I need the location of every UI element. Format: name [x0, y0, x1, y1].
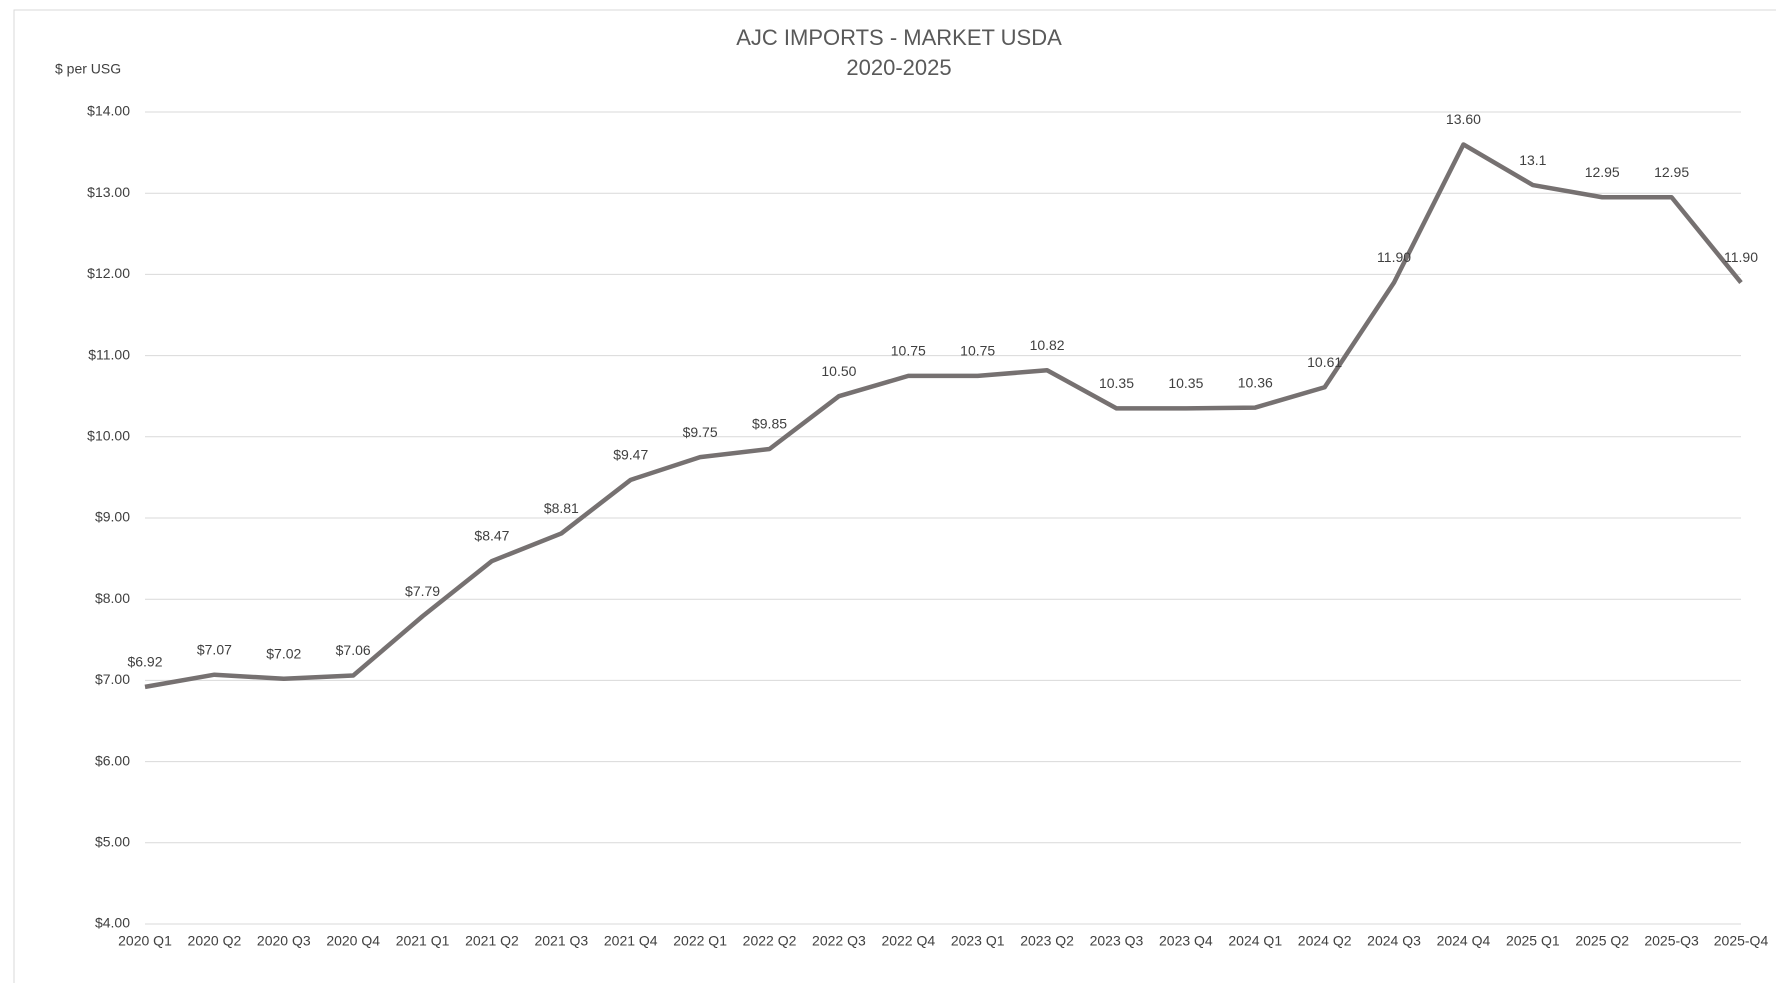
x-tick-label: 2022 Q1 [673, 933, 727, 949]
x-tick-label: 2025 Q1 [1506, 933, 1560, 949]
x-tick-label: 2025 Q2 [1575, 933, 1629, 949]
x-tick-label: 2023 Q1 [951, 933, 1005, 949]
data-label: $6.92 [127, 654, 162, 670]
x-tick-label: 2024 Q2 [1298, 933, 1352, 949]
x-tick-label: 2025-Q3 [1644, 933, 1699, 949]
x-tick-label: 2020 Q4 [326, 933, 380, 949]
data-label: 10.50 [821, 363, 856, 379]
y-tick-label: $5.00 [95, 834, 130, 850]
chart-frame [13, 9, 1776, 983]
x-tick-label: 2024 Q3 [1367, 933, 1421, 949]
y-tick-label: $8.00 [95, 590, 130, 606]
data-label: 10.35 [1099, 375, 1134, 391]
y-tick-label: $11.00 [88, 346, 130, 362]
x-tick-label: 2022 Q4 [881, 933, 935, 949]
x-tick-label: 2020 Q2 [188, 933, 242, 949]
data-label: $7.07 [197, 641, 232, 657]
data-label: 11.90 [1377, 249, 1411, 265]
y-tick-label: $13.00 [87, 184, 130, 200]
data-label: $9.85 [752, 416, 787, 432]
data-label: 10.61 [1307, 354, 1342, 370]
y-tick-label: $14.00 [87, 103, 130, 119]
x-tick-label: 2021 Q4 [604, 933, 658, 949]
y-tick-label: $12.00 [87, 265, 130, 281]
data-label: 12.95 [1654, 164, 1689, 180]
data-label: 10.35 [1168, 375, 1203, 391]
y-tick-label: $10.00 [87, 428, 130, 444]
data-label: 10.36 [1238, 374, 1273, 390]
data-label: 12.95 [1585, 164, 1620, 180]
data-label: 13.60 [1446, 111, 1481, 127]
data-label: $9.47 [613, 447, 648, 463]
y-tick-label: $4.00 [95, 915, 130, 931]
data-label: $8.47 [474, 528, 509, 544]
data-label: 10.75 [891, 343, 926, 359]
x-tick-label: 2023 Q2 [1020, 933, 1074, 949]
y-tick-label: $9.00 [95, 509, 130, 525]
x-tick-label: 2020 Q1 [118, 933, 172, 949]
chart-subtitle: 2020-2025 [846, 55, 951, 80]
data-label: $7.02 [266, 645, 301, 661]
data-label: 11.90 [1724, 249, 1758, 265]
chart-title: AJC IMPORTS - MARKET USDA [736, 25, 1062, 50]
y-tick-label: $6.00 [95, 752, 130, 768]
x-tick-label: 2021 Q2 [465, 933, 519, 949]
x-tick-label: 2021 Q3 [534, 933, 588, 949]
x-tick-label: 2020 Q3 [257, 933, 311, 949]
y-axis-label: $ per USG [55, 61, 121, 77]
data-label: 13.1 [1519, 152, 1546, 168]
data-label: 10.82 [1030, 337, 1065, 353]
x-tick-label: 2024 Q1 [1228, 933, 1282, 949]
y-tick-label: $7.00 [95, 671, 130, 687]
data-label: $7.79 [405, 583, 440, 599]
x-tick-label: 2021 Q1 [396, 933, 450, 949]
data-line [144, 142, 1743, 690]
data-label: $9.75 [683, 424, 718, 440]
x-tick-label: 2023 Q3 [1090, 933, 1144, 949]
data-label: $7.06 [336, 642, 371, 658]
x-tick-label: 2023 Q4 [1159, 933, 1213, 949]
x-tick-label: 2025-Q4 [1714, 933, 1769, 949]
x-tick-label: 2022 Q2 [743, 933, 797, 949]
data-label: 10.75 [960, 343, 995, 359]
data-label: $8.81 [544, 500, 579, 516]
x-tick-label: 2022 Q3 [812, 933, 866, 949]
x-tick-label: 2024 Q4 [1437, 933, 1491, 949]
